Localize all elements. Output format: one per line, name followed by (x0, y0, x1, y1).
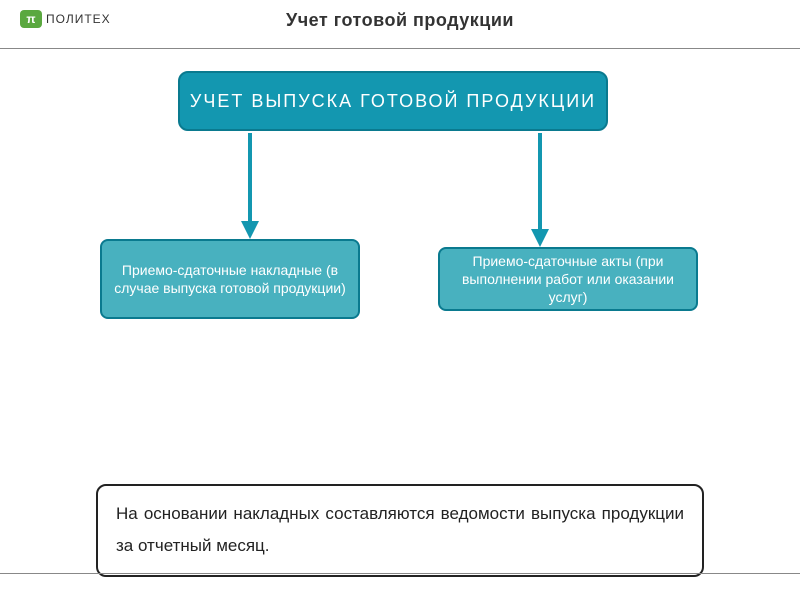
arrow-right (528, 133, 552, 247)
sub-node-right: Приемо-сдаточные акты (при выполнении ра… (438, 247, 698, 311)
logo-text: ПОЛИТЕХ (46, 12, 111, 26)
footer-divider (0, 573, 800, 574)
logo-icon: π (20, 10, 42, 28)
page-title: Учет готовой продукции (20, 10, 780, 31)
sub-node-left: Приемо-сдаточные накладные (в случае вып… (100, 239, 360, 319)
arrow-left (238, 133, 262, 239)
main-node: УЧЕТ ВЫПУСКА ГОТОВОЙ ПРОДУКЦИИ (178, 71, 608, 131)
header: π ПОЛИТЕХ Учет готовой продукции (0, 0, 800, 40)
logo: π ПОЛИТЕХ (20, 10, 111, 28)
note-box: На основании накладных составляются ведо… (96, 484, 704, 577)
diagram-area: УЧЕТ ВЫПУСКА ГОТОВОЙ ПРОДУКЦИИ Приемо-сд… (0, 49, 800, 559)
